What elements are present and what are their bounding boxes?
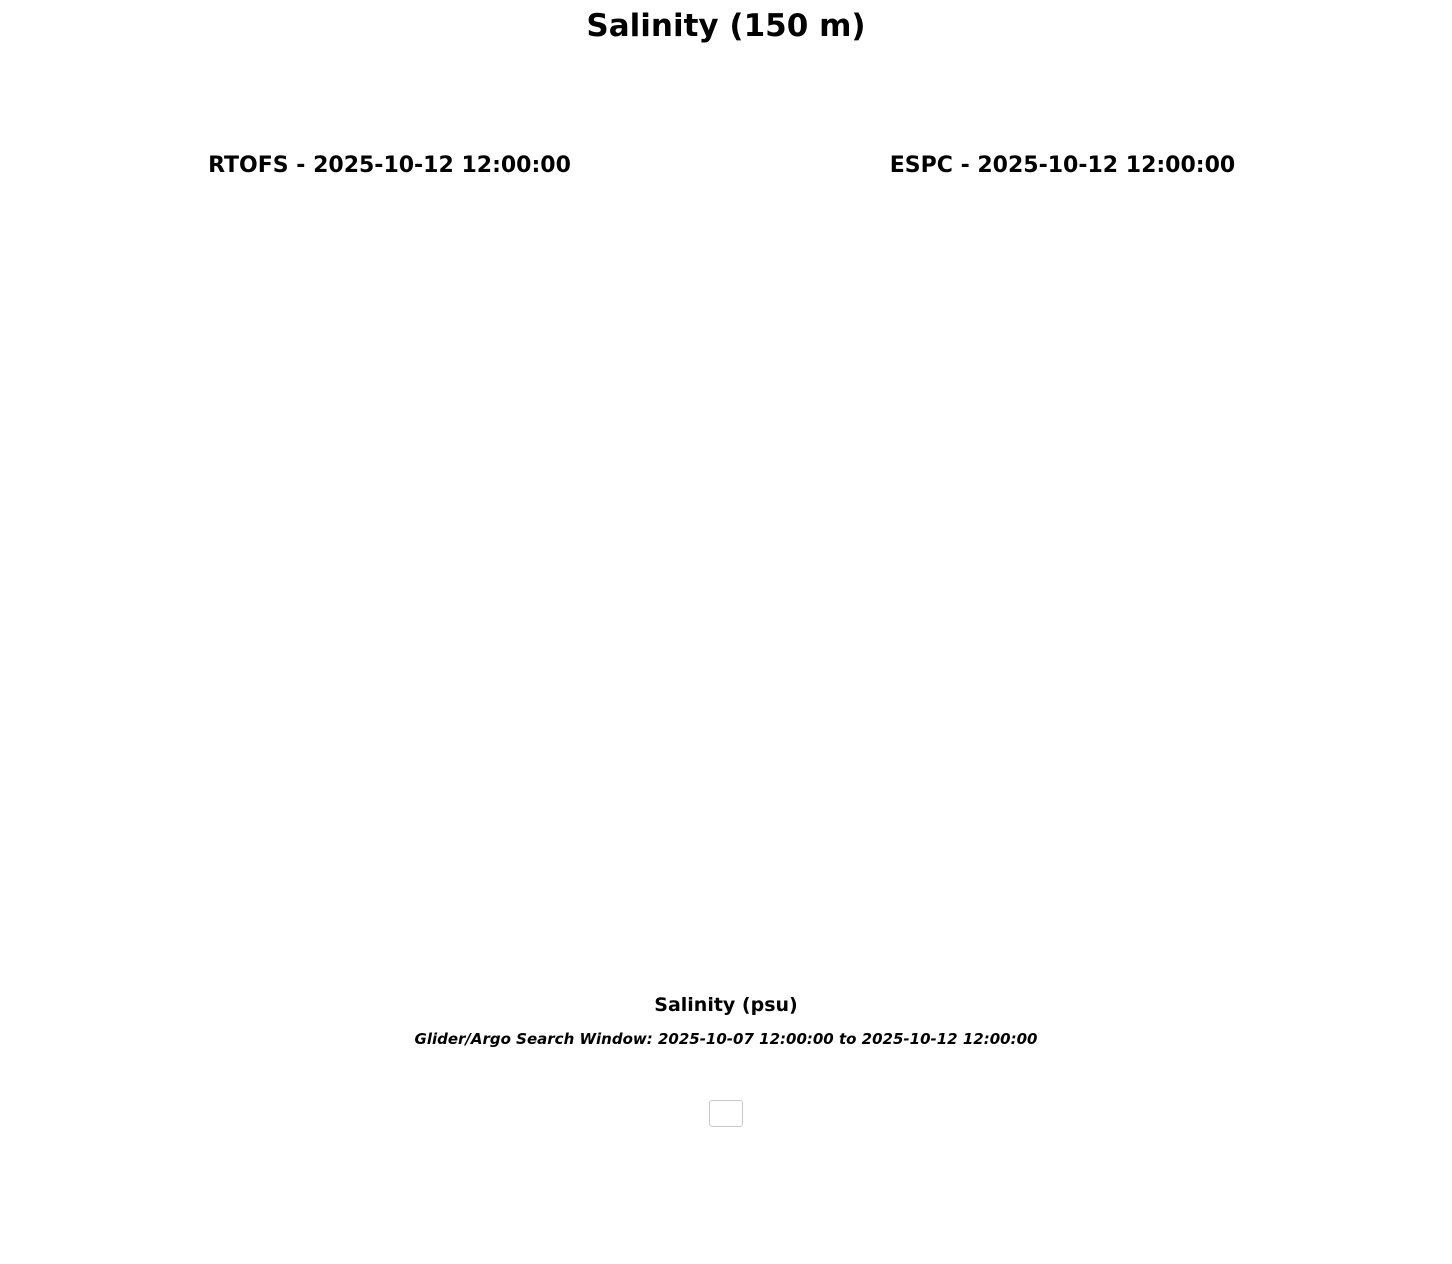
map-panel-espc xyxy=(755,185,1370,878)
map-panel-rtofs xyxy=(82,185,697,878)
panel-title-espc: ESPC - 2025-10-12 12:00:00 xyxy=(889,153,1236,178)
colorbar xyxy=(118,936,1334,994)
figure-title: Salinity (150 m) xyxy=(586,8,866,44)
colorbar-label: Salinity (psu) xyxy=(654,994,798,1016)
legend-wrap xyxy=(0,1100,1452,1127)
legend xyxy=(709,1100,743,1127)
panel-title-rtofs: RTOFS - 2025-10-12 12:00:00 xyxy=(208,153,571,178)
search-window-annotation: Glider/Argo Search Window: 2025-10-07 12… xyxy=(414,1030,1038,1048)
